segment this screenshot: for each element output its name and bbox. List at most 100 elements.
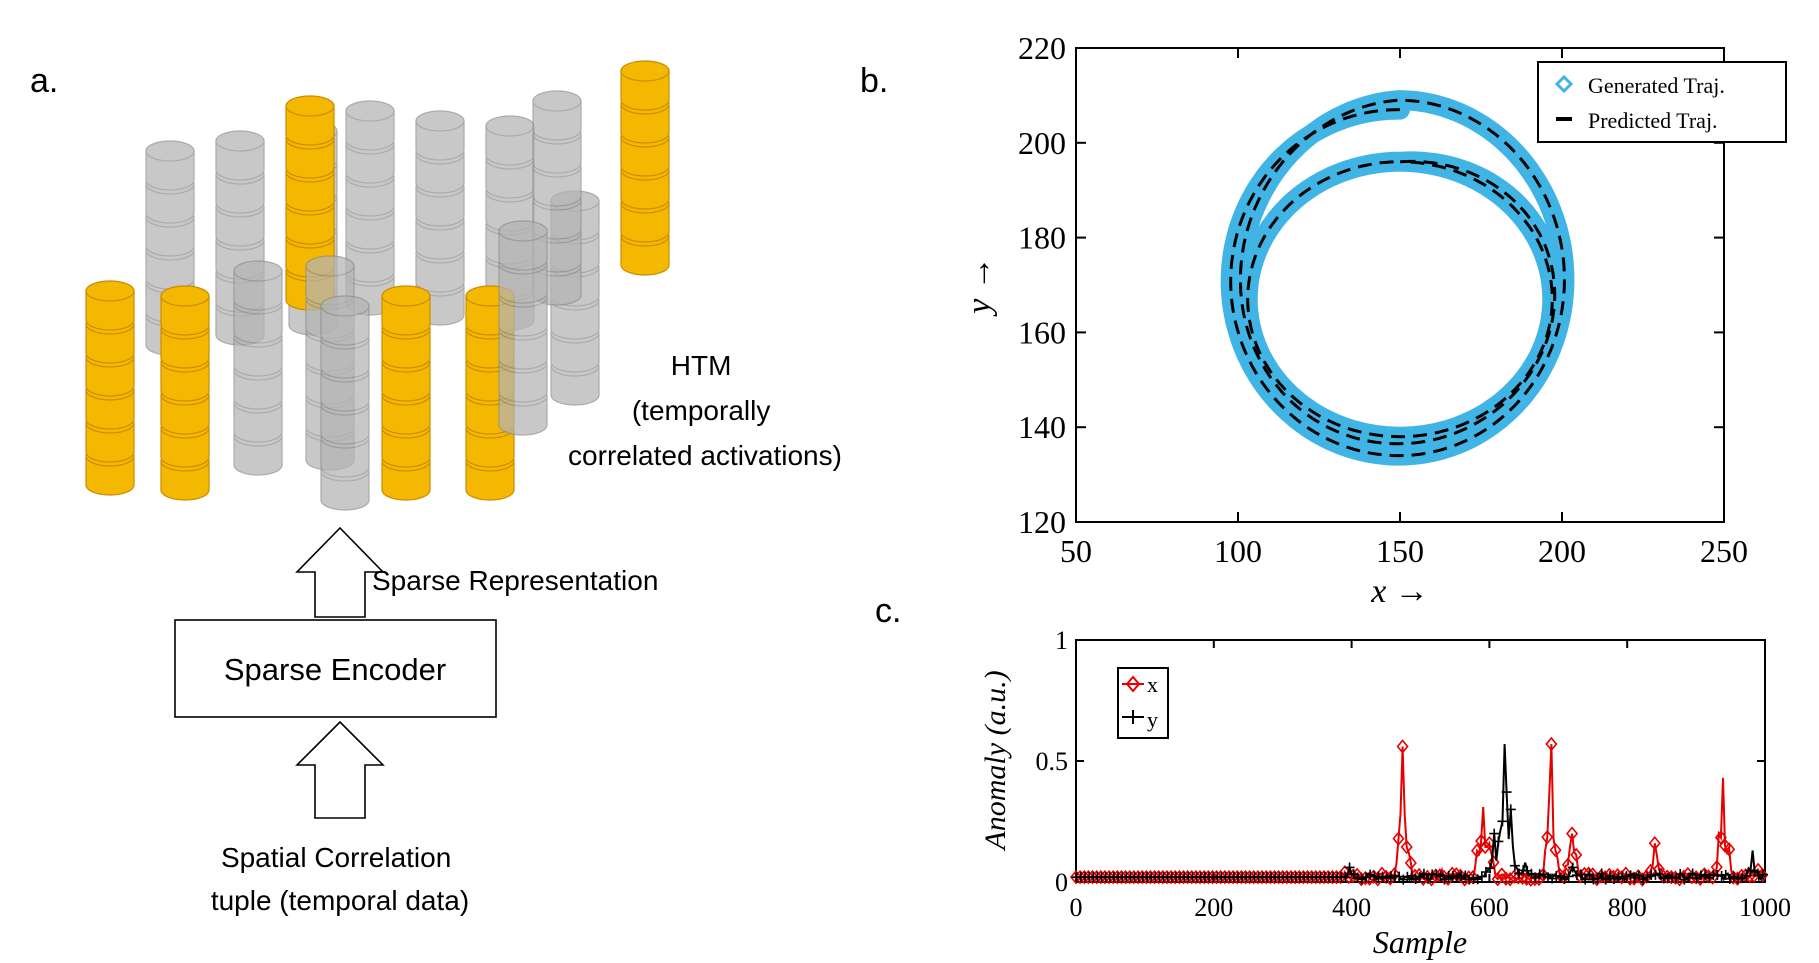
anomaly-y-line [1076, 744, 1766, 882]
input-label-line-1: Spatial Correlation [221, 842, 451, 873]
inactive-cell-cylinder [233, 303, 283, 344]
htm-label-line-2: (temporally [632, 395, 770, 426]
input-arrow [295, 720, 385, 819]
anomaly-x-point [1545, 736, 1558, 752]
active-cell-cylinder [465, 460, 515, 501]
cylinder-top [160, 285, 210, 307]
trajectory-legend: Generated Traj. Predicted Traj. [1537, 61, 1787, 143]
x-tick-label: 0 [1070, 893, 1083, 922]
sparse-representation-label: Sparse Representation [372, 565, 658, 596]
anomaly-axes: 0 200 400 600 800 1000 0 0.5 1 [1036, 626, 1792, 922]
inactive-cell-cylinder [233, 402, 283, 443]
inactive-cell-cylinder [233, 336, 283, 377]
cylinder-top [381, 285, 431, 307]
inactive-htm-column [320, 295, 370, 511]
active-htm-column [620, 60, 670, 276]
y-tick-label: 180 [1018, 220, 1066, 256]
active-cell-cylinder [160, 460, 210, 501]
anomaly-x-point [1470, 843, 1484, 859]
sparse-encoder-box [174, 619, 497, 718]
active-cell-cylinder [465, 427, 515, 468]
panel-b-label: b. [860, 62, 888, 100]
cylinder-top [285, 95, 335, 117]
anomaly-x-point [1512, 870, 1525, 885]
x-tick-label: 150 [1376, 533, 1424, 569]
inactive-cell-cylinder [320, 371, 370, 412]
active-cell-cylinder [285, 204, 335, 245]
inactive-cell-cylinder [320, 470, 370, 511]
inactive-cell-cylinder [532, 166, 582, 207]
active-cell-cylinder [85, 323, 135, 364]
anomaly-y-point [1592, 873, 1603, 884]
cylinder-top [233, 260, 283, 282]
active-cell-cylinder [620, 103, 670, 144]
anomaly-y-point [1741, 870, 1752, 881]
inactive-cell-cylinder [532, 133, 582, 174]
anomaly-y-point [1745, 865, 1756, 876]
anomaly-legend: x y [1117, 667, 1169, 739]
active-cell-cylinder [160, 361, 210, 402]
inactive-cell-cylinder [415, 186, 465, 227]
cylinder-top [620, 60, 670, 82]
predicted-trajectory-line [1229, 98, 1566, 458]
inactive-cell-cylinder [550, 332, 600, 373]
active-cell-cylinder [381, 460, 431, 501]
active-cell-cylinder [620, 70, 670, 111]
input-label: Spatial Correlation tuple (temporal data… [211, 842, 469, 916]
inactive-htm-column [145, 140, 195, 356]
x-tick-label: 100 [1214, 533, 1262, 569]
anomaly-y-point [1489, 828, 1500, 839]
inactive-cell-cylinder [550, 299, 600, 340]
trajectory-series [1220, 90, 1575, 466]
anomaly-y-point [1551, 871, 1562, 882]
active-cell-cylinder [381, 328, 431, 369]
cylinder-top [345, 100, 395, 122]
active-cell-cylinder [620, 235, 670, 276]
anomaly-x-point [1723, 842, 1736, 857]
active-cell-cylinder [381, 427, 431, 468]
x-legend-label: x [1147, 672, 1158, 697]
anomaly-y-point [1654, 869, 1665, 880]
anomaly-y-markers [1071, 787, 1768, 885]
y-tick-label: 200 [1018, 125, 1066, 161]
inactive-cell-cylinder [415, 252, 465, 293]
active-htm-column [85, 280, 135, 496]
x-tick-label: 50 [1060, 533, 1092, 569]
anomaly-x-point [1392, 831, 1405, 846]
anomaly-y-point [1505, 804, 1516, 815]
anomaly-plot-frame [1075, 639, 1766, 883]
anomaly-x-point [1491, 871, 1504, 887]
cylinder-top [532, 90, 582, 112]
anomaly-x-point [1561, 857, 1574, 872]
anomaly-y-point [1501, 787, 1512, 798]
active-cell-cylinder [381, 361, 431, 402]
anomaly-y-point [1563, 871, 1574, 882]
cylinder-top [215, 130, 265, 152]
anomaly-y-point [1567, 862, 1578, 873]
anomaly-y-point [1737, 873, 1748, 884]
x-tick-label: 250 [1700, 533, 1748, 569]
anomaly-x-point [1520, 871, 1533, 887]
x-tick-label: 800 [1608, 893, 1647, 922]
x-tick-label: 400 [1332, 893, 1371, 922]
active-cell-cylinder [160, 295, 210, 336]
htm-label-line-3: correlated activations) [568, 440, 842, 471]
htm-column-grid [85, 60, 670, 511]
active-cell-cylinder [85, 422, 135, 463]
inactive-cell-cylinder [345, 110, 395, 151]
anomaly-x-point [1648, 836, 1661, 851]
inactive-cell-cylinder [498, 296, 548, 337]
active-cell-cylinder [85, 389, 135, 430]
active-cell-cylinder [160, 328, 210, 369]
inactive-cell-cylinder [415, 120, 465, 161]
panel-c-label: c. [875, 592, 901, 630]
inactive-cell-cylinder [498, 230, 548, 271]
active-cell-cylinder [620, 169, 670, 210]
active-cell-cylinder [160, 394, 210, 435]
inactive-cell-cylinder [415, 219, 465, 260]
inactive-cell-cylinder [233, 270, 283, 311]
anomaly-y-axis-label: Anomaly (a.u.) [979, 670, 1012, 851]
y-tick-label: 120 [1018, 504, 1066, 540]
active-cell-cylinder [285, 138, 335, 179]
cylinder-top [498, 220, 548, 242]
